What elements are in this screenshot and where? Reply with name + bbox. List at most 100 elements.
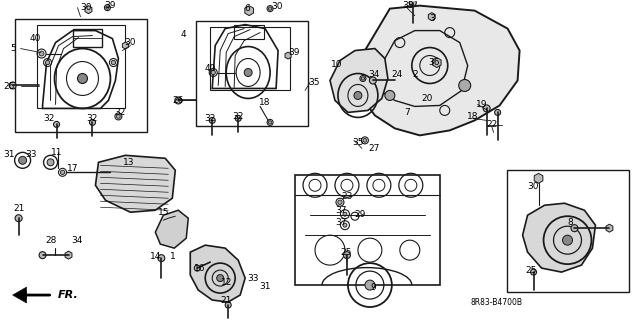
Circle shape [268, 7, 272, 10]
Polygon shape [245, 6, 253, 16]
Text: 2: 2 [412, 70, 418, 79]
Text: 31: 31 [259, 282, 271, 291]
Text: 14: 14 [150, 252, 161, 260]
Text: 39: 39 [288, 48, 300, 57]
Text: 39: 39 [105, 1, 116, 10]
Circle shape [495, 109, 500, 116]
Text: 17: 17 [67, 164, 78, 173]
Circle shape [60, 170, 65, 174]
Circle shape [54, 121, 60, 127]
Polygon shape [85, 6, 92, 14]
Polygon shape [95, 155, 175, 212]
Text: 30: 30 [125, 38, 136, 47]
Circle shape [39, 51, 44, 56]
Polygon shape [65, 251, 72, 259]
Circle shape [225, 302, 231, 308]
Bar [72, 28, 102, 46]
Circle shape [344, 252, 351, 259]
Text: 9: 9 [370, 283, 376, 292]
Text: 40: 40 [205, 64, 216, 73]
Polygon shape [13, 287, 27, 303]
Text: 26: 26 [3, 82, 14, 91]
Circle shape [15, 215, 22, 222]
Text: 25: 25 [525, 266, 536, 275]
Polygon shape [355, 6, 520, 135]
Text: 32: 32 [115, 108, 126, 117]
Circle shape [9, 82, 16, 89]
Text: 36: 36 [428, 58, 440, 67]
Bar [507, 170, 629, 292]
Bar [36, 25, 125, 108]
Circle shape [369, 77, 376, 84]
Text: 33: 33 [25, 150, 36, 159]
Text: 37: 37 [335, 218, 347, 227]
Text: 30: 30 [81, 3, 92, 12]
Bar [234, 25, 264, 39]
Circle shape [106, 6, 109, 9]
Text: 22: 22 [486, 120, 497, 129]
Text: 32: 32 [232, 112, 244, 121]
Circle shape [563, 235, 573, 245]
Circle shape [111, 60, 116, 65]
Circle shape [116, 115, 120, 118]
Text: 5: 5 [11, 44, 17, 53]
Circle shape [343, 212, 347, 216]
Text: 30: 30 [527, 182, 538, 191]
Text: 4: 4 [180, 30, 186, 39]
Text: 31: 31 [3, 150, 14, 159]
Text: 33: 33 [248, 274, 259, 283]
Text: 32: 32 [87, 114, 98, 123]
Circle shape [343, 223, 347, 227]
Text: 32: 32 [43, 114, 54, 123]
Polygon shape [606, 224, 613, 232]
Circle shape [244, 68, 252, 76]
Bar [15, 19, 147, 132]
Text: 37: 37 [335, 206, 347, 215]
Polygon shape [190, 245, 245, 302]
Polygon shape [156, 210, 188, 248]
Circle shape [483, 105, 490, 112]
Circle shape [209, 117, 215, 124]
Text: 12: 12 [221, 277, 232, 287]
Text: 26: 26 [173, 96, 184, 105]
Polygon shape [523, 203, 595, 272]
Circle shape [531, 269, 536, 275]
Text: 30: 30 [271, 2, 283, 11]
Text: 21: 21 [13, 204, 24, 213]
Circle shape [338, 200, 342, 204]
Circle shape [195, 265, 200, 271]
Circle shape [363, 139, 367, 142]
Text: 13: 13 [123, 158, 134, 167]
Text: 7: 7 [404, 108, 410, 117]
Text: 20: 20 [421, 94, 433, 103]
Text: 28: 28 [45, 236, 56, 245]
Text: 40: 40 [30, 34, 41, 43]
Circle shape [385, 91, 395, 100]
Circle shape [217, 275, 224, 282]
Polygon shape [330, 49, 388, 112]
Circle shape [268, 121, 272, 124]
Text: 3: 3 [429, 14, 435, 23]
Text: 18: 18 [259, 98, 271, 107]
Polygon shape [285, 52, 291, 59]
Circle shape [175, 97, 182, 104]
Text: 15: 15 [157, 208, 169, 217]
Polygon shape [433, 58, 441, 68]
Circle shape [158, 255, 165, 262]
Text: 29: 29 [354, 210, 365, 219]
Circle shape [90, 119, 95, 125]
Text: 24: 24 [391, 70, 403, 79]
Circle shape [39, 252, 46, 259]
Text: 11: 11 [51, 148, 62, 157]
Bar [295, 175, 440, 285]
Text: 8R83-B4700B: 8R83-B4700B [470, 298, 523, 307]
Bar [210, 27, 290, 91]
Circle shape [354, 92, 362, 100]
Circle shape [211, 70, 216, 75]
Circle shape [571, 225, 578, 232]
Text: 18: 18 [467, 112, 479, 121]
Polygon shape [122, 42, 129, 49]
Text: 10: 10 [332, 60, 342, 69]
Polygon shape [534, 173, 543, 183]
Circle shape [235, 116, 241, 121]
